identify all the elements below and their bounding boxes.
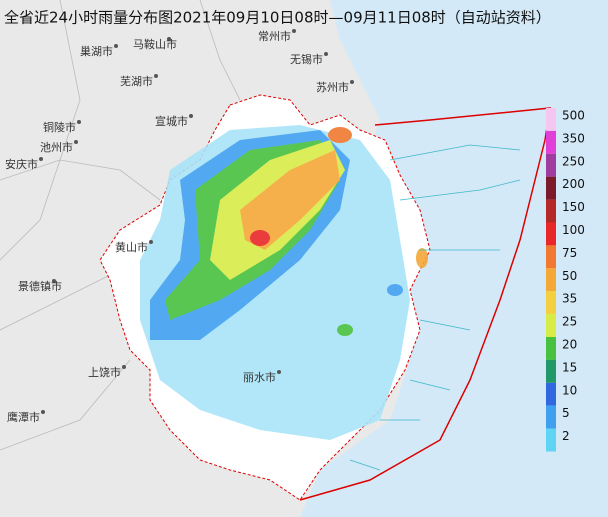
city-name: 苏州市 — [316, 80, 349, 94]
legend-label: 10 — [562, 383, 577, 397]
city-name: 安庆市 — [5, 157, 38, 171]
legend-label: 500 — [562, 109, 585, 123]
legend-label: 50 — [562, 269, 577, 283]
city-name: 马鞍山市 — [133, 37, 177, 51]
city-dot — [189, 114, 193, 118]
legend: 500 350 250 200 150 100 75 50 35 25 20 15 10 5 2 — [546, 108, 585, 452]
rain-areas — [140, 125, 428, 440]
legend-swatch — [546, 245, 556, 269]
city-name: 宣城市 — [155, 114, 188, 128]
legend-label: 5 — [562, 406, 570, 420]
city-dot — [114, 44, 118, 48]
legend-label: 35 — [562, 292, 577, 306]
legend-swatch — [546, 153, 556, 177]
city-dot — [41, 410, 45, 414]
city-dot — [149, 240, 153, 244]
legend-label: 75 — [562, 246, 577, 260]
city-dot — [350, 80, 354, 84]
city-dot — [167, 37, 171, 41]
legend-swatch — [546, 382, 556, 406]
legend-swatch — [546, 428, 556, 452]
city-name: 无锡市 — [290, 52, 323, 66]
city-name: 黄山市 — [115, 240, 148, 254]
city-name: 常州市 — [258, 29, 291, 43]
legend-label: 150 — [562, 200, 585, 214]
sea-zones — [349, 144, 521, 471]
legend-swatch — [546, 199, 556, 223]
city-dot — [39, 157, 43, 161]
legend-swatch — [546, 176, 556, 200]
legend-label: 200 — [562, 177, 585, 191]
city-dot — [52, 279, 56, 283]
legend-swatch — [546, 359, 556, 383]
city-dot — [122, 365, 126, 369]
sea-boundary — [299, 107, 551, 501]
legend-label: 15 — [562, 360, 577, 374]
legend-label: 350 — [562, 131, 585, 145]
legend-label: 100 — [562, 223, 585, 237]
legend-swatch — [546, 130, 556, 154]
boundaries — [0, 0, 241, 451]
city-name: 池州市 — [40, 140, 73, 154]
legend-label: 25 — [562, 315, 577, 329]
legend-label: 2 — [562, 429, 570, 443]
map-title: 全省近24小时雨量分布图2021年09月10日08时—09月11日08时（自动站… — [4, 9, 551, 27]
legend-swatch — [546, 222, 556, 246]
city-dot — [277, 370, 281, 374]
city-name: 铜陵市 — [43, 120, 76, 134]
city-dot — [77, 120, 81, 124]
city-name: 芜湖市 — [120, 74, 153, 88]
city-name: 丽水市 — [243, 370, 276, 384]
city-dot — [154, 74, 158, 78]
legend-swatch — [546, 314, 556, 337]
city-dot — [292, 29, 296, 33]
city-name: 上饶市 — [88, 365, 121, 379]
city-dot — [324, 52, 328, 56]
sea — [300, 0, 608, 517]
legend-swatch — [546, 291, 556, 315]
legend-swatch — [546, 405, 556, 429]
legend-label: 20 — [562, 338, 577, 352]
city-name: 巢湖市 — [80, 44, 113, 58]
city-name: 鹰潭市 — [7, 410, 40, 424]
legend-swatch — [546, 108, 556, 131]
legend-swatch — [546, 337, 556, 360]
legend-swatch — [546, 268, 556, 292]
legend-label: 250 — [562, 154, 585, 168]
city-dot — [74, 140, 78, 144]
city-name: 景德镇市 — [18, 279, 62, 293]
